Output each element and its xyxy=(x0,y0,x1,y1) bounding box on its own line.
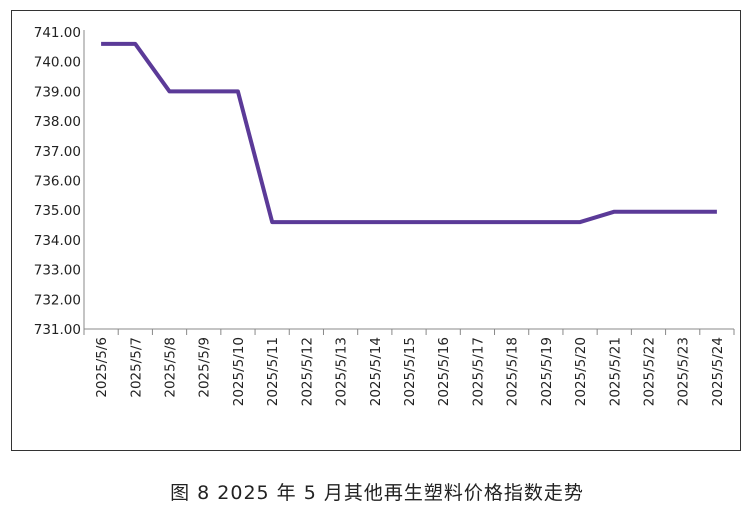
x-tick-label: 2025/5/12 xyxy=(299,337,315,406)
x-tick-label: 2025/5/6 xyxy=(94,337,110,398)
x-tick-label: 2025/5/16 xyxy=(436,337,452,406)
y-tick-label: 733.00 xyxy=(34,263,81,279)
x-axis: 2025/5/6 2025/5/7 2025/5/8 2025/5/9 2025/5/1… xyxy=(83,328,735,406)
x-tick-label: 2025/5/19 xyxy=(539,337,555,406)
y-tick-label: 732.00 xyxy=(34,292,81,308)
x-tick-label: 2025/5/11 xyxy=(265,337,281,406)
x-tick-label: 2025/5/18 xyxy=(505,337,521,406)
y-tick-label: 739.00 xyxy=(34,84,81,100)
y-tick-label: 731.00 xyxy=(34,322,81,338)
figure-caption: 图 8 2025 年 5 月其他再生塑料价格指数走势 xyxy=(170,482,584,504)
x-tick-label: 2025/5/23 xyxy=(676,337,692,406)
x-tick-label: 2025/5/22 xyxy=(641,337,657,406)
x-tick-label: 2025/5/9 xyxy=(197,337,213,398)
chart-frame: 741.00 740.00 739.00 738.00 737.00 736.00 735.… xyxy=(11,10,741,451)
x-tick-label: 2025/5/20 xyxy=(573,337,589,406)
y-tick-label: 734.00 xyxy=(34,233,81,249)
series-layer xyxy=(101,41,718,225)
x-tick-label: 2025/5/14 xyxy=(368,337,384,406)
y-tick-label: 738.00 xyxy=(34,114,81,130)
x-tick-label: 2025/5/24 xyxy=(710,337,726,406)
x-tick-label: 2025/5/10 xyxy=(231,337,247,406)
x-tick-label: 2025/5/15 xyxy=(402,337,418,406)
y-tick-label: 737.00 xyxy=(34,144,81,160)
y-tick-label: 736.00 xyxy=(34,174,81,190)
y-tick-label: 735.00 xyxy=(34,203,81,219)
line-chart: 741.00 740.00 739.00 738.00 737.00 736.00 735.… xyxy=(34,25,735,406)
y-tick-label: 740.00 xyxy=(34,55,81,71)
series-line xyxy=(101,41,717,225)
x-tick-label: 2025/5/8 xyxy=(163,337,179,398)
x-tick-label: 2025/5/7 xyxy=(128,337,144,398)
x-tick-label: 2025/5/17 xyxy=(470,337,486,406)
y-axis: 741.00 740.00 739.00 738.00 737.00 736.00 735.… xyxy=(34,25,85,338)
y-tick-label: 741.00 xyxy=(34,25,81,41)
x-tick-label: 2025/5/13 xyxy=(334,337,350,406)
x-tick-label: 2025/5/21 xyxy=(607,337,623,406)
